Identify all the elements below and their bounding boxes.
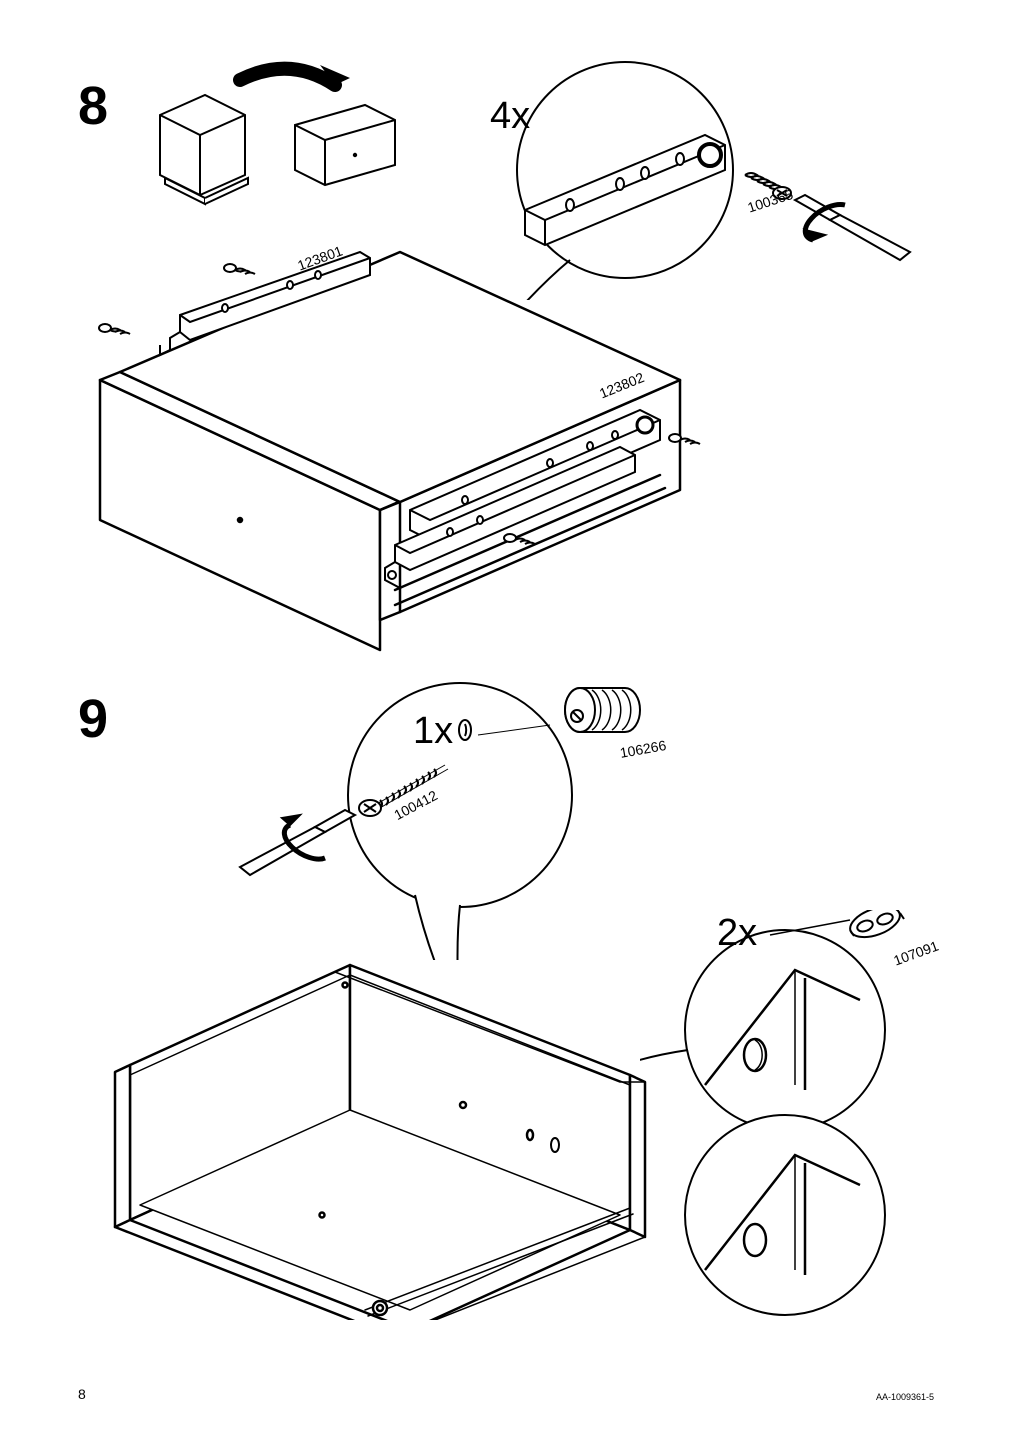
- step9-qty-2x: 2x: [717, 912, 757, 955]
- step8-top-diagrams: [150, 60, 430, 220]
- footer-doc-id: AA-1009361-5: [876, 1392, 934, 1402]
- step-9-number: 9: [78, 688, 108, 750]
- step9-qty-1x: 1x: [413, 710, 453, 753]
- footer-page-number: 8: [78, 1386, 86, 1402]
- step8-qty-4x: 4x: [490, 95, 530, 138]
- step-8-number: 8: [78, 75, 108, 137]
- step9-main-drawer: [100, 920, 700, 1320]
- step8-main-drawer: [60, 250, 760, 670]
- step9-callout-2x: [640, 910, 960, 1330]
- step9-callout-1x: [230, 680, 690, 960]
